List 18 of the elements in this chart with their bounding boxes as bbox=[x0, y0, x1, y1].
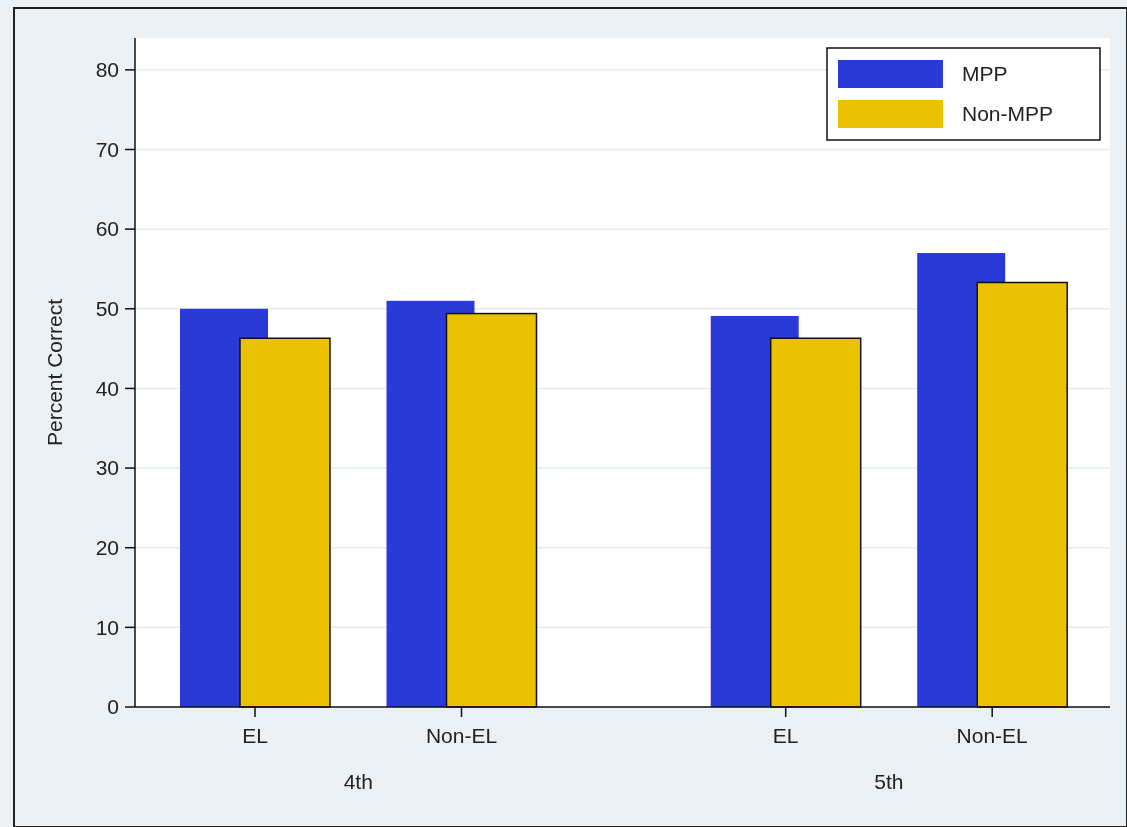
x-tick-label: EL bbox=[242, 724, 268, 747]
y-tick-label: 40 bbox=[95, 376, 119, 400]
x-tick-label: Non-EL bbox=[956, 724, 1028, 747]
y-tick-label: 10 bbox=[95, 615, 119, 639]
legend-label: MPP bbox=[962, 62, 1008, 86]
x-tick-label: EL bbox=[772, 724, 799, 747]
y-tick-label: 20 bbox=[95, 536, 119, 560]
y-tick-label: 50 bbox=[95, 297, 119, 321]
text: 4th bbox=[343, 770, 373, 793]
legend-label: Non-MPP bbox=[962, 102, 1054, 126]
y-tick-label: 0 bbox=[107, 695, 119, 719]
y-tick-label: 60 bbox=[95, 217, 119, 241]
y-tick-label: 30 bbox=[95, 456, 119, 480]
text: 5th bbox=[874, 770, 904, 793]
y-tick-label: 80 bbox=[95, 58, 119, 82]
y-axis-title: Percent Correct bbox=[43, 298, 66, 447]
y-tick-label: 70 bbox=[95, 137, 119, 161]
x-tick-label: Non-EL bbox=[425, 724, 498, 747]
